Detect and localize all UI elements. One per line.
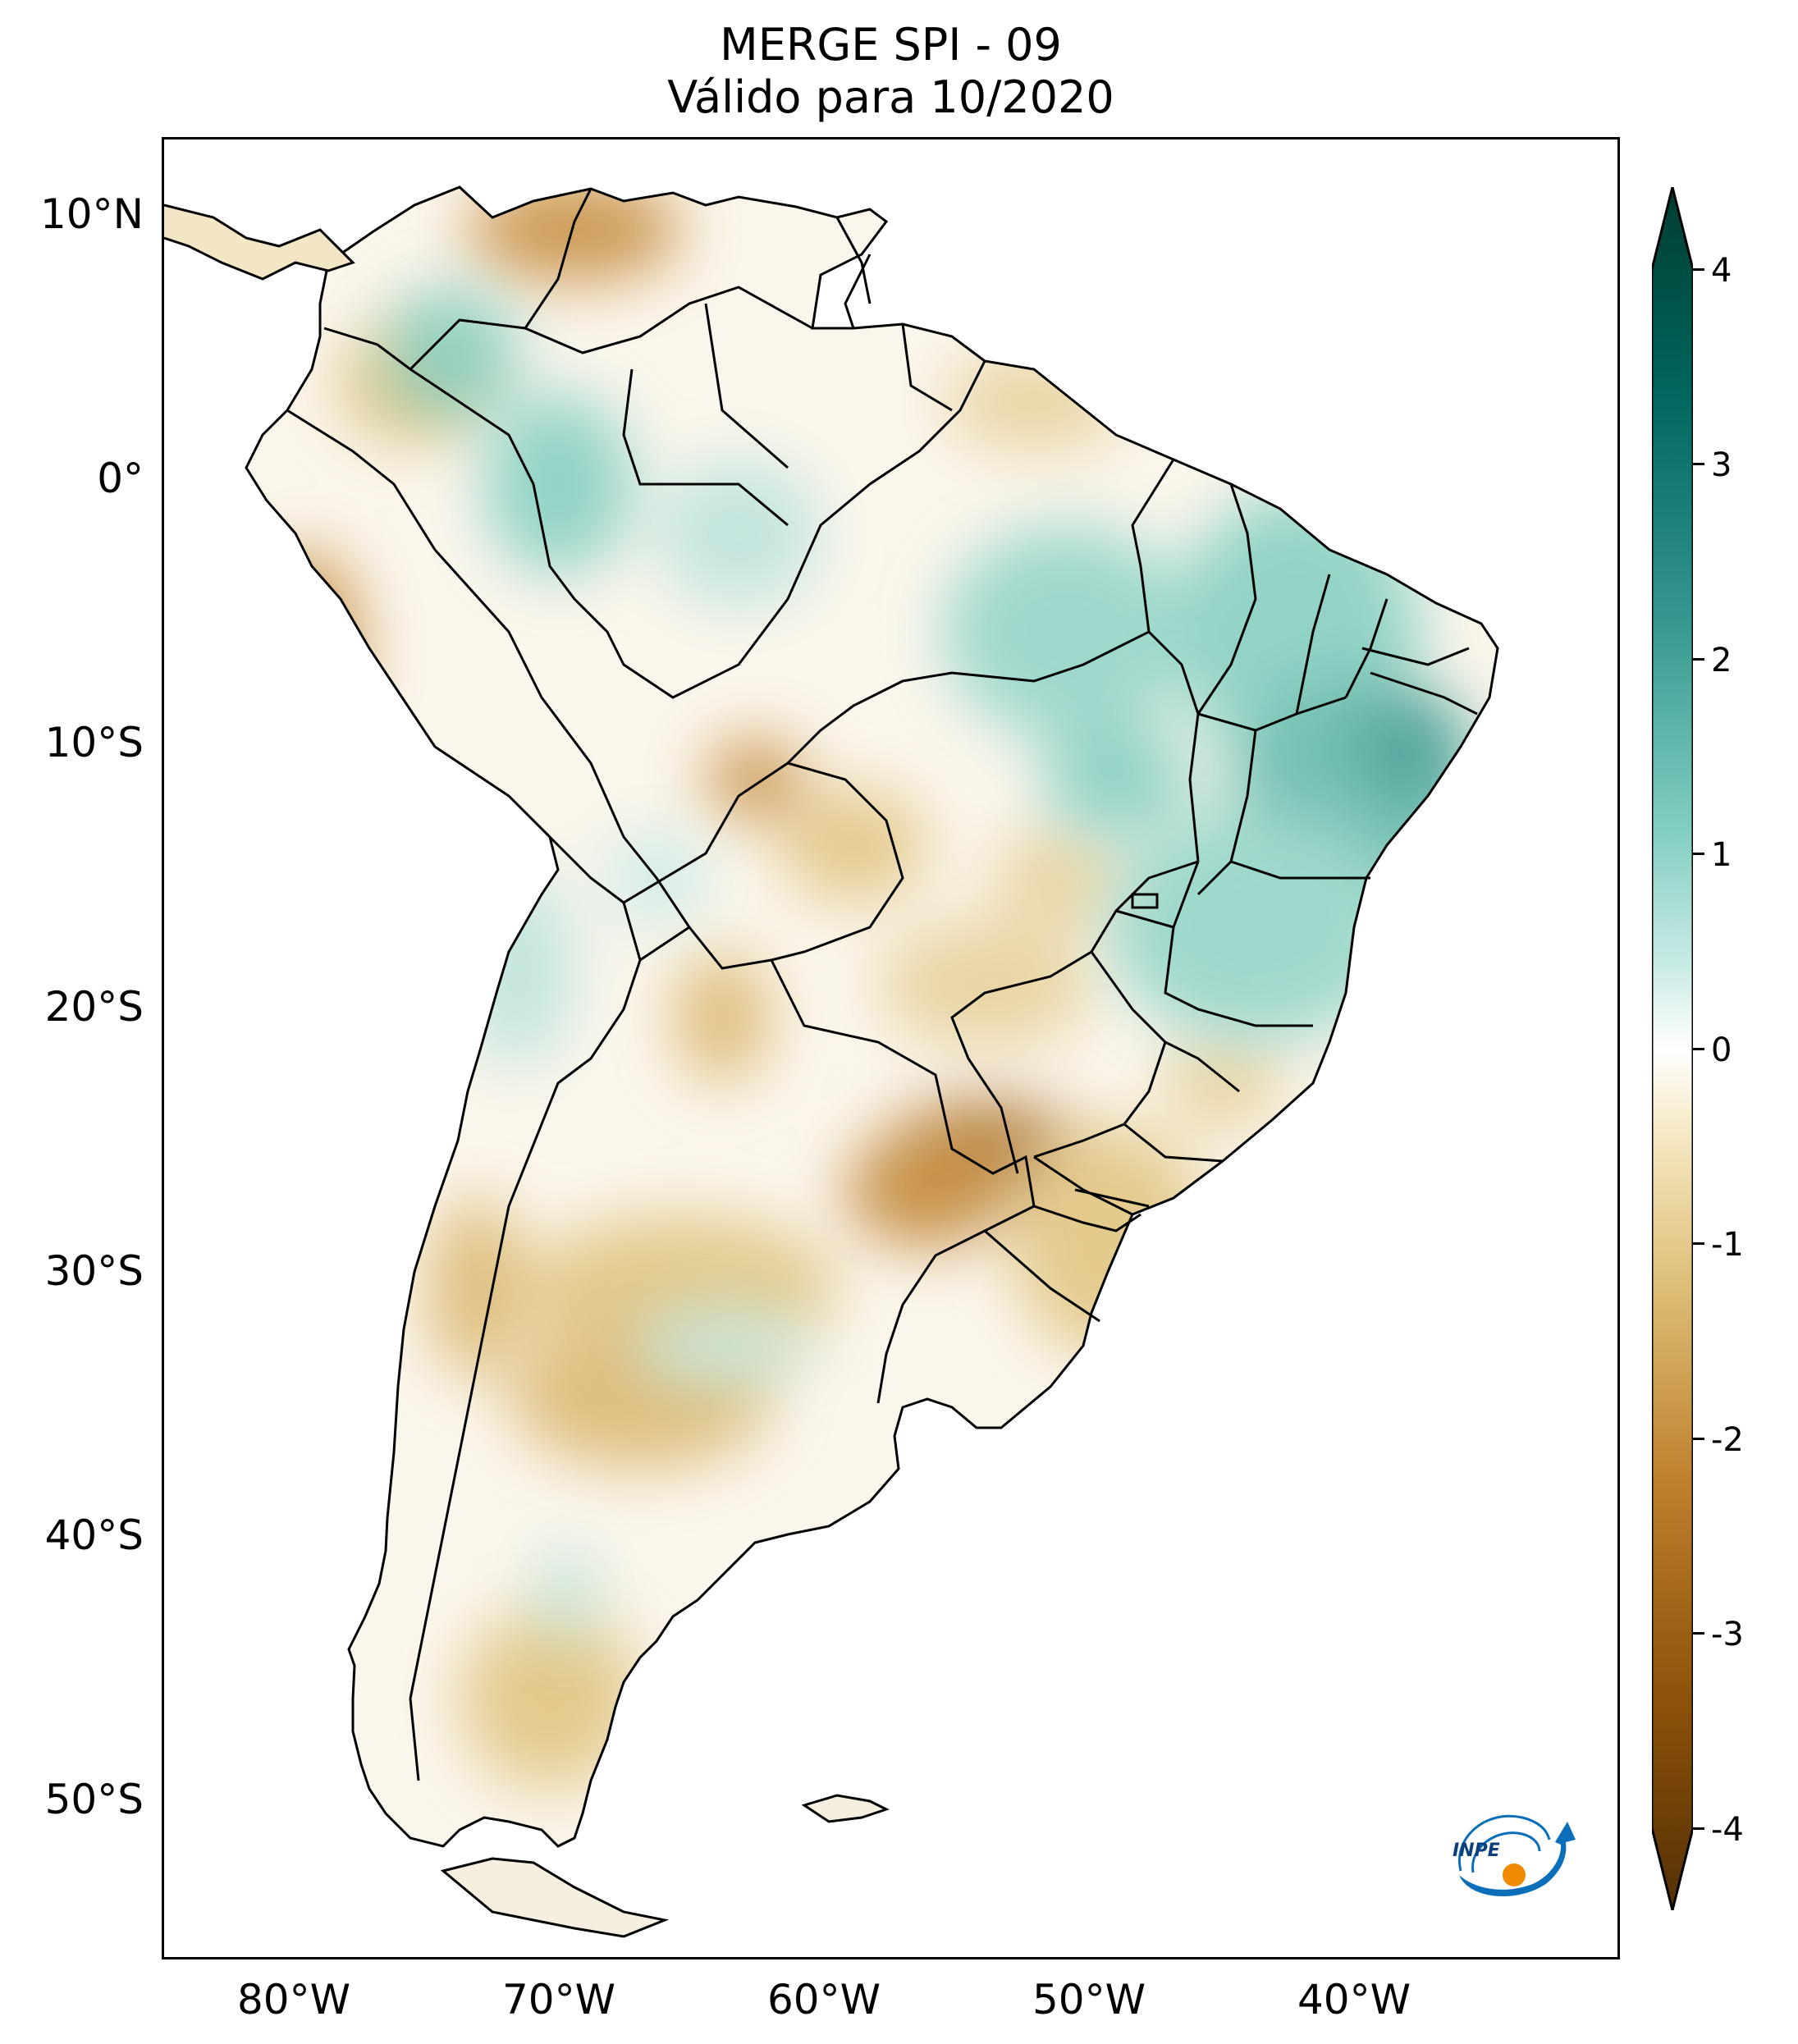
map-area [162, 137, 1620, 1959]
map-canvas [164, 185, 1499, 1938]
colorbar-tick [1693, 1827, 1704, 1830]
lat-tick-label: 20°S [44, 983, 144, 1031]
colorbar-tick-label: 4 [1711, 252, 1732, 290]
colorbar-tick [1693, 1438, 1704, 1440]
map-subtitle: Válido para 10/2020 [667, 71, 1114, 123]
colorbar-bar [1652, 187, 1693, 1910]
colorbar-tick-label: -1 [1711, 1226, 1744, 1264]
lat-tick-label: 10°N [39, 190, 144, 238]
federal-district [1131, 893, 1159, 909]
lat-tick-label: 0° [97, 455, 144, 502]
colorbar-tick [1693, 658, 1704, 661]
colorbar-tick [1693, 1242, 1704, 1245]
lon-tick-label: 40°W [1297, 1976, 1411, 2023]
colorbar-tick-label: -3 [1711, 1616, 1744, 1653]
logo-text: INPE [1453, 1841, 1500, 1861]
tierra-del-fuego [440, 1857, 670, 1938]
colorbar-tick [1693, 1632, 1704, 1635]
central-america [164, 203, 355, 281]
coastline [245, 185, 1499, 1848]
map-title: MERGE SPI - 09 [720, 19, 1062, 71]
colorbar [1652, 187, 1693, 1910]
lat-tick-label: 10°S [44, 719, 144, 766]
lat-tick-label: 50°S [44, 1776, 144, 1823]
falkland-islands [801, 1794, 890, 1823]
lon-tick-label: 80°W [236, 1976, 351, 2023]
colorbar-tick [1693, 853, 1704, 855]
colorbar-tick-label: 3 [1711, 446, 1732, 484]
lon-tick-label: 60°W [766, 1976, 881, 2023]
lon-tick-label: 50°W [1032, 1976, 1146, 2023]
colorbar-tick [1693, 463, 1704, 465]
lon-tick-label: 70°W [501, 1976, 616, 2023]
colorbar-tick [1693, 268, 1704, 271]
colorbar-tick-label: 2 [1711, 642, 1732, 679]
inpe-logo: INPE [1453, 1814, 1576, 1897]
colorbar-tick-label: 1 [1711, 836, 1732, 874]
lat-tick-label: 30°S [44, 1247, 144, 1295]
colorbar-tick-label: -2 [1711, 1421, 1744, 1459]
colorbar-tick [1693, 1048, 1704, 1050]
colorbar-tick-label: -4 [1711, 1811, 1744, 1849]
colorbar-tick-label: 0 [1711, 1031, 1732, 1069]
lat-tick-label: 40°S [44, 1511, 144, 1559]
